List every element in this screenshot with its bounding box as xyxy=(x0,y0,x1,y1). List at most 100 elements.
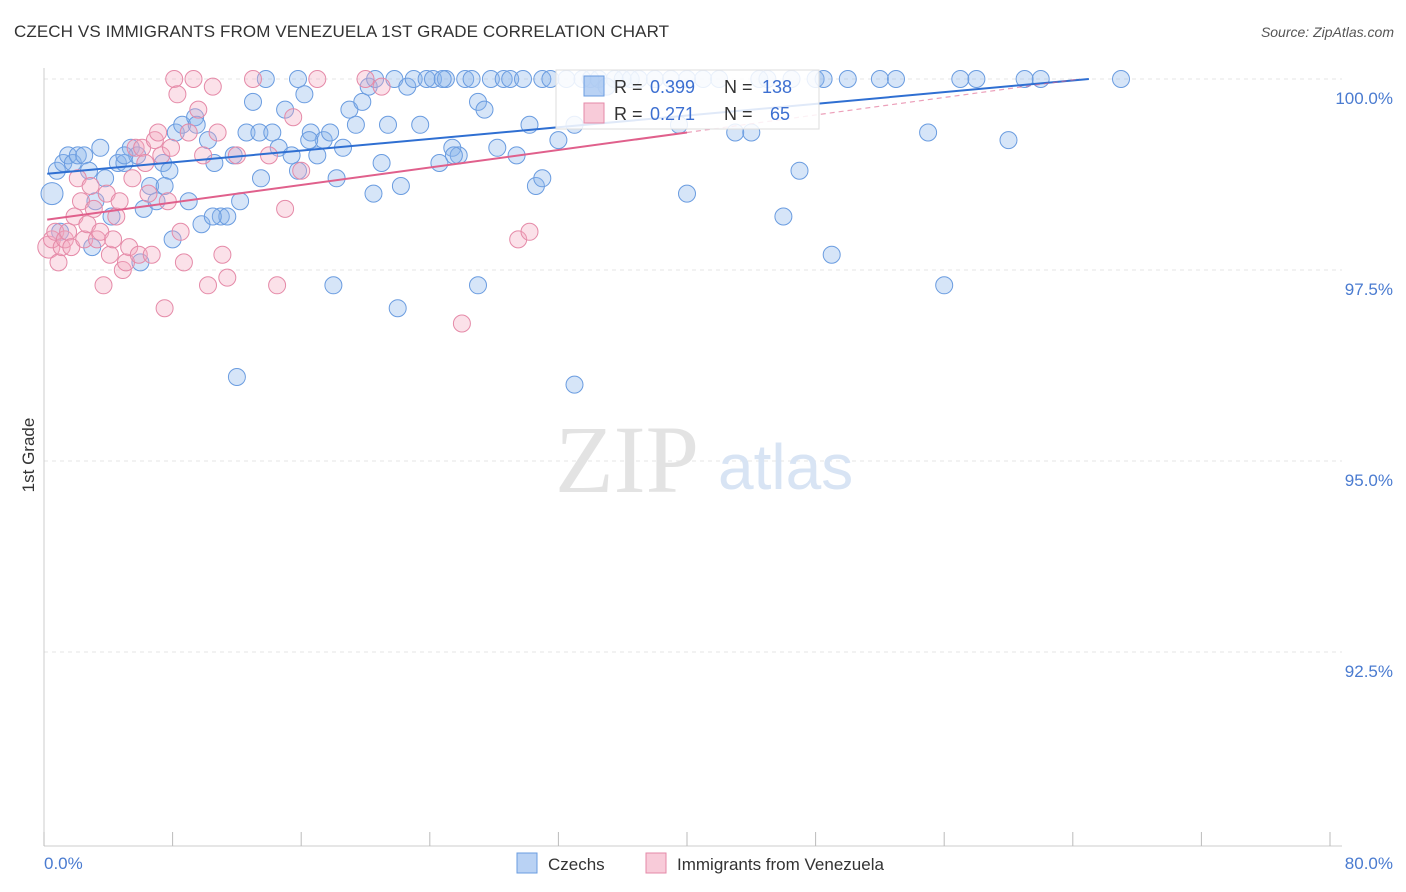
point-venezuela xyxy=(123,169,142,188)
point-czechs xyxy=(160,161,179,180)
point-czechs xyxy=(263,123,282,142)
point-czechs xyxy=(433,70,452,88)
point-czechs xyxy=(227,368,246,386)
point-czechs xyxy=(444,146,463,165)
point-venezuela xyxy=(162,138,180,157)
point-czechs xyxy=(364,184,383,203)
point-czechs xyxy=(289,70,307,88)
point-czechs xyxy=(774,207,793,226)
point-czechs xyxy=(475,100,494,119)
point-venezuela xyxy=(81,177,100,195)
point-venezuela xyxy=(268,276,287,295)
point-czechs xyxy=(424,70,442,88)
point-czechs xyxy=(919,123,938,142)
point-czechs xyxy=(469,92,487,111)
point-venezuela xyxy=(59,222,78,241)
point-venezuela xyxy=(520,222,539,241)
point-venezuela xyxy=(174,253,193,272)
point-czechs xyxy=(295,85,314,104)
point-czechs xyxy=(790,161,809,180)
stats-swatch-czechs xyxy=(583,75,605,97)
point-czechs xyxy=(469,276,487,295)
y-tick-labels: 100.0% 97.5% 95.0% 92.5% xyxy=(1335,89,1393,681)
point-czechs xyxy=(1015,70,1034,88)
x-ticks: 0.0% 80.0% xyxy=(43,832,1393,873)
point-czechs xyxy=(324,276,343,295)
point-czechs xyxy=(91,138,110,157)
point-venezuela xyxy=(171,222,190,241)
point-czechs xyxy=(514,70,532,88)
point-venezuela xyxy=(184,70,203,88)
point-czechs xyxy=(379,115,397,134)
stats-legend: R = 0.399 N = 138 R = 0.271 N = 65 xyxy=(555,69,820,130)
point-czechs xyxy=(935,276,954,295)
point-czechs xyxy=(96,169,115,188)
point-venezuela xyxy=(189,100,208,119)
stats-venezuela-r-label: R = xyxy=(614,104,643,124)
point-czechs xyxy=(282,146,301,165)
point-czechs xyxy=(40,182,64,206)
point-venezuela xyxy=(260,146,278,165)
point-czechs xyxy=(300,131,319,150)
point-czechs xyxy=(203,207,222,226)
point-czechs xyxy=(237,123,256,142)
point-venezuela xyxy=(208,123,227,142)
stats-czechs-n-value: 138 xyxy=(762,77,792,97)
point-venezuela xyxy=(203,77,222,96)
point-czechs xyxy=(951,70,970,88)
series-venezuela xyxy=(37,70,539,333)
point-czechs xyxy=(456,70,475,88)
x-tick-label-max: 80.0% xyxy=(1345,854,1393,873)
point-czechs xyxy=(47,161,66,180)
point-czechs xyxy=(218,207,237,226)
point-czechs xyxy=(999,131,1018,150)
point-venezuela xyxy=(49,253,68,272)
legend-swatch-czechs xyxy=(516,852,538,874)
point-venezuela xyxy=(136,154,155,172)
point-czechs xyxy=(404,70,423,88)
point-venezuela xyxy=(284,108,303,127)
point-venezuela xyxy=(94,276,113,295)
legend-label-czechs: Czechs xyxy=(548,855,605,874)
point-venezuela xyxy=(356,70,375,88)
point-czechs xyxy=(353,92,372,111)
point-czechs xyxy=(494,70,513,88)
point-czechs xyxy=(346,115,365,134)
point-czechs xyxy=(398,77,417,96)
point-czechs xyxy=(526,177,545,195)
point-czechs xyxy=(75,146,94,165)
stats-czechs-r-label: R = xyxy=(614,77,643,97)
point-czechs xyxy=(870,70,889,88)
point-czechs xyxy=(388,299,407,318)
point-venezuela xyxy=(372,77,391,96)
point-venezuela xyxy=(107,207,126,226)
point-venezuela xyxy=(165,70,184,88)
point-venezuela xyxy=(129,245,148,264)
watermark: ZIP atlas xyxy=(555,406,853,513)
stats-venezuela-r-value: 0.271 xyxy=(650,104,695,124)
point-venezuela xyxy=(139,184,158,203)
point-czechs xyxy=(252,169,270,188)
point-czechs xyxy=(391,177,410,195)
point-czechs xyxy=(244,92,262,111)
point-czechs xyxy=(462,70,481,88)
gridlines xyxy=(44,78,1342,653)
point-venezuela xyxy=(104,230,123,249)
point-czechs xyxy=(533,169,552,188)
point-czechs xyxy=(256,70,275,88)
point-czechs xyxy=(501,70,520,88)
stats-swatch-venezuela xyxy=(583,102,605,124)
point-venezuela xyxy=(126,138,145,157)
source-label: Source: ZipAtlas.com xyxy=(1260,24,1394,40)
y-tick-label: 97.5% xyxy=(1345,280,1393,299)
watermark-atlas: atlas xyxy=(718,431,853,503)
point-czechs xyxy=(488,138,507,157)
chart-title: CZECH VS IMMIGRANTS FROM VENEZUELA 1ST G… xyxy=(14,22,670,41)
point-czechs xyxy=(443,138,462,157)
trend-line-venezuela xyxy=(47,131,688,221)
point-czechs xyxy=(155,177,174,195)
point-czechs xyxy=(250,123,269,142)
legend-label-venezuela: Immigrants from Venezuela xyxy=(677,855,884,874)
point-czechs xyxy=(321,123,340,142)
